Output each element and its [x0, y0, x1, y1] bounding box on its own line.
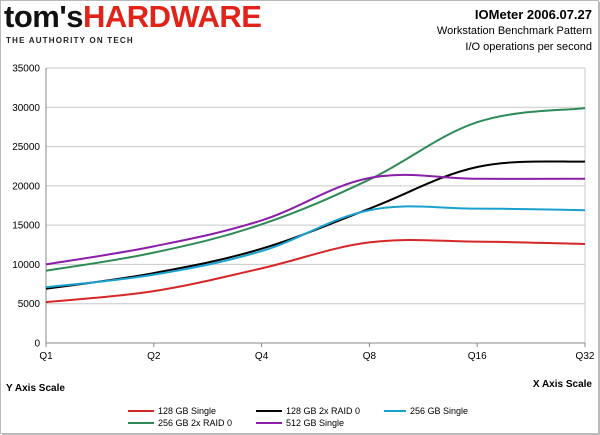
legend-item-256-gb-2x-raid-0: 256 GB 2x RAID 0: [128, 417, 256, 429]
x-tick-label-Q4: Q4: [255, 351, 269, 362]
y-tick-label-0: 0: [34, 339, 40, 350]
legend-swatch: [256, 422, 282, 424]
legend-label: 256 GB Single: [409, 406, 468, 416]
chart-legend: 128 GB Single 128 GB 2x RAID 0 256 GB Sing…: [128, 405, 468, 429]
legend-label: 128 GB Single: [158, 406, 217, 416]
legend-label: 256 GB 2x RAID 0: [158, 418, 233, 428]
legend-item-256-gb-single: 256 GB Single: [384, 405, 468, 417]
legend-swatch: [128, 422, 154, 424]
x-tick-label-Q32: Q32: [576, 351, 595, 362]
y-tick-label-35000: 35000: [12, 64, 40, 75]
axes: [45, 68, 586, 347]
chart-subtitle-units: I/O operations per second: [465, 41, 592, 53]
chart-titles: IOMeter 2006.07.27 Workstation Benchmark…: [437, 6, 592, 55]
x-tick-label-Q16: Q16: [468, 351, 487, 362]
y-tick-label-20000: 20000: [12, 181, 40, 192]
x-tick-label-Q1: Q1: [39, 351, 53, 362]
y-tick-label-5000: 5000: [18, 299, 41, 310]
legend-label: 128 GB 2x RAID 0: [286, 406, 361, 416]
y-tick-label-30000: 30000: [12, 103, 40, 114]
y-axis-label: Y Axis Scale: [6, 383, 65, 394]
site-logo: tom'sHARDWARE: [4, 0, 262, 34]
y-tick-labels: 0 5000 10000 15000 20000 25000 30000 35000: [12, 64, 40, 350]
gridlines: [46, 67, 585, 344]
series-line-512-gb-single: [45, 173, 586, 266]
legend-item-128-gb-single: 128 GB Single: [128, 405, 256, 417]
series-line-256-gb-single: [45, 205, 586, 289]
series-line-128-gb-single: [45, 238, 586, 304]
y-tick-label-25000: 25000: [12, 142, 40, 153]
chart-title: IOMeter 2006.07.27: [474, 7, 592, 22]
site-tagline: THE AUTHORITY ON TECH: [6, 36, 134, 45]
legend-label: 512 GB Single: [286, 418, 345, 428]
legend-item-512-gb-single: 512 GB Single: [256, 417, 384, 429]
legend-swatch: [256, 410, 282, 412]
series-line-256-gb-2x-raid-0: [45, 107, 586, 272]
legend-swatch: [128, 410, 154, 412]
y-tick-label-15000: 15000: [12, 221, 40, 232]
chart-subtitle: Workstation Benchmark Pattern: [436, 25, 592, 37]
x-tick-label-Q8: Q8: [363, 351, 377, 362]
x-tick-labels: Q1 Q2 Q4 Q8 Q16 Q32: [39, 351, 595, 362]
series-lines: [45, 107, 586, 304]
legend-item-128-gb-2x-raid-0: 128 GB 2x RAID 0: [256, 405, 384, 417]
legend-swatch: [384, 410, 406, 412]
x-tick-label-Q2: Q2: [147, 351, 161, 362]
x-axis-label: X Axis Scale: [533, 379, 593, 390]
y-tick-label-10000: 10000: [12, 260, 40, 271]
